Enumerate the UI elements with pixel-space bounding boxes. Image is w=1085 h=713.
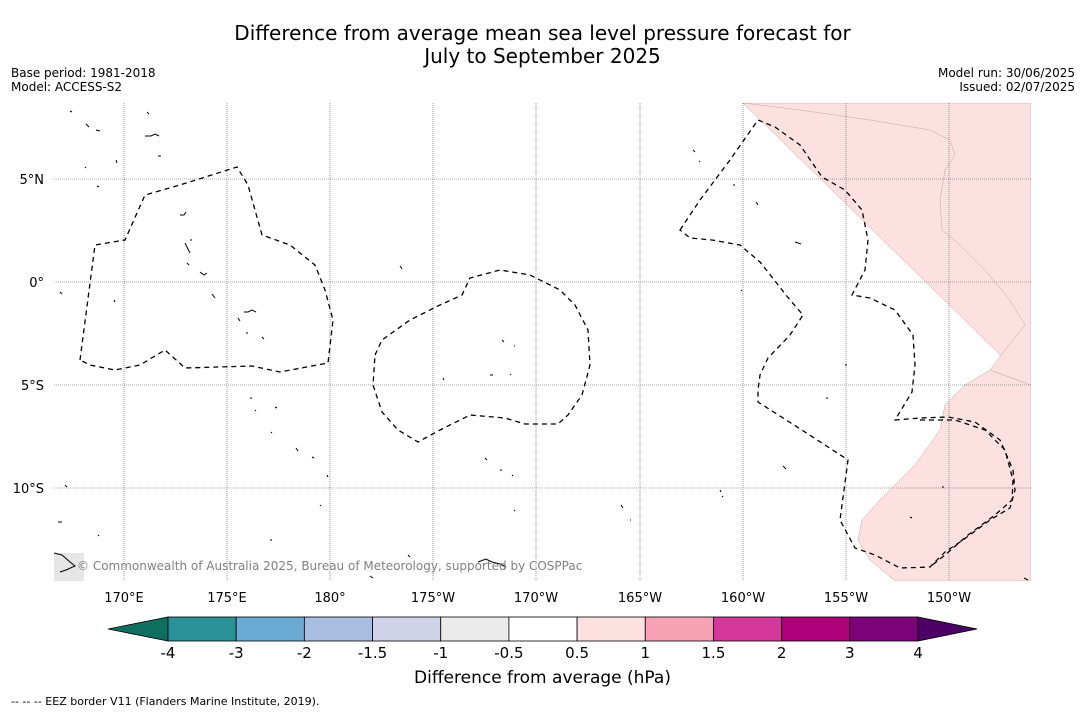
colorbar-segment [849, 616, 919, 642]
meta-right: Model run: 30/06/2025 Issued: 02/07/2025 [938, 66, 1075, 94]
lon-label-165W: 165°W [618, 591, 662, 606]
colorbar-tick-label: -4 [161, 644, 176, 662]
lon-label-170W: 170°W [514, 591, 558, 606]
copyright-text: © Commonwealth of Australia 2025, Bureau… [77, 559, 582, 573]
colorbar-tick-label: -1.5 [358, 644, 387, 662]
map-panel: © Commonwealth of Australia 2025, Bureau… [54, 103, 1031, 581]
colorbar-segment [644, 616, 714, 642]
eez-kiribati-gilbert [79, 166, 334, 373]
lon-label-155W: 155°W [824, 591, 868, 606]
lat-label-5N: 5°N [20, 173, 45, 188]
base-period: Base period: 1981-2018 [11, 66, 156, 80]
lon-label-175W: 175°W [411, 591, 455, 606]
lat-label-10S: 10°S [13, 482, 44, 497]
colorbar-tick-label: 1 [640, 644, 650, 662]
colorbar-extend-high [917, 616, 978, 642]
colorbar-segment [167, 616, 237, 642]
colorbar-tick-label: -0.5 [494, 644, 523, 662]
title-line-2: July to September 2025 [424, 44, 661, 68]
colorbar-extend-low [107, 616, 169, 642]
colorbar-tick-label: -1 [433, 644, 448, 662]
colorbar-tick-label: -2 [297, 644, 312, 662]
colorbar-label: Difference from average (hPa) [414, 668, 671, 688]
model-name: Model: ACCESS-S2 [11, 80, 123, 94]
colorbar-tick-label: 0.5 [565, 644, 589, 662]
lat-label-0: 0° [29, 276, 44, 291]
land-corner [54, 553, 84, 581]
model-run: Model run: 30/06/2025 [937, 66, 1075, 80]
colorbar-segment [372, 616, 442, 642]
meta-left: Base period: 1981-2018 Model: ACCESS-S2 [11, 66, 156, 94]
title-line-1: Difference from average mean sea level p… [234, 21, 851, 45]
issued-date: Issued: 02/07/2025 [959, 80, 1075, 94]
colorbar-ticks: -4 -3 -2 -1.5 -1 -0.5 0.5 1 1.5 2 3 4 [161, 644, 923, 662]
colorbar-segment [576, 616, 646, 642]
lon-label-175E: 175°E [207, 591, 247, 606]
positive-anomaly-area-east [742, 103, 1031, 386]
colorbar-segment [440, 616, 510, 642]
colorbar [107, 616, 978, 642]
colorbar-segment [303, 616, 373, 642]
longitude-labels: 170°E 175°E 180° 175°W 170°W 165°W 160°W… [104, 591, 971, 606]
lat-label-5S: 5°S [21, 379, 44, 394]
colorbar-tick-label: 4 [913, 644, 923, 662]
colorbar-segment [713, 616, 783, 642]
lon-label-180: 180° [314, 591, 345, 606]
colorbar-segment [781, 616, 851, 642]
lon-label-160W: 160°W [721, 591, 765, 606]
colorbar-tick-label: 2 [777, 644, 787, 662]
eez-borders [79, 119, 1016, 569]
latitude-labels: 5°N 0° 5°S 10°S [13, 173, 44, 497]
islands [58, 110, 1029, 581]
landmass-outline [54, 552, 76, 573]
colorbar-tick-label: -3 [229, 644, 244, 662]
colorbar-segment [235, 616, 305, 642]
colorbar-tick-label: 1.5 [702, 644, 726, 662]
eez-line-islands [679, 119, 1016, 569]
map-title: Difference from average mean sea level p… [0, 22, 1085, 68]
lon-label-170E: 170°E [104, 591, 144, 606]
colorbar-segment [508, 616, 578, 642]
lon-label-150W: 150°W [927, 591, 971, 606]
colorbar-tick-label: 3 [845, 644, 855, 662]
eez-french-polynesia [920, 419, 1014, 568]
footer-note: -- -- -- EEZ border V11 (Flanders Marine… [11, 695, 320, 708]
